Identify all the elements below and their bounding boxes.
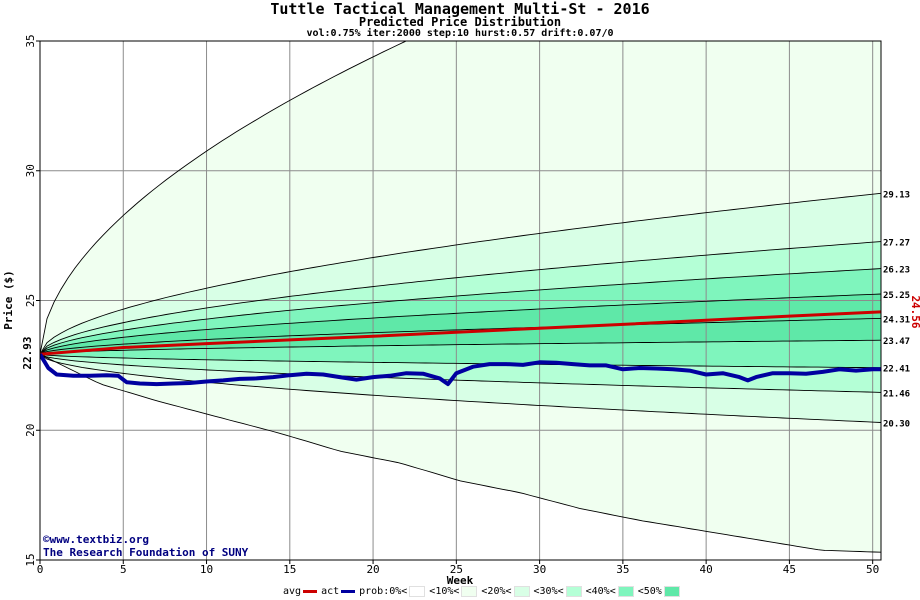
- percentile-line: [40, 339, 881, 355]
- percentile-line: [40, 268, 881, 355]
- probability-band: [40, 354, 881, 423]
- percentile-line: [40, 353, 881, 423]
- copyright-line-1: ©www.textbiz.org: [43, 533, 149, 546]
- x-tick-label: 35: [616, 563, 629, 576]
- series-lines: [40, 310, 881, 387]
- percentile-end-label: 22.41: [883, 365, 910, 375]
- simulation-params: vol:0.75% iter:2000 step:10 hurst:0.57 d…: [306, 28, 614, 39]
- x-axis-ticks: 0 5 10 15 20 25 30 35 40 45 50: [37, 560, 879, 576]
- percentile-line: [40, 353, 881, 369]
- legend-item: <20%<: [481, 586, 530, 597]
- percentile-end-label: 29.13: [883, 190, 910, 200]
- legend-label: <10%<: [429, 586, 460, 597]
- avg-series-line: [40, 310, 881, 356]
- percentile-end-label: 26.23: [883, 266, 910, 276]
- x-tick-label: 45: [783, 563, 796, 576]
- y-tick-label: 35: [24, 34, 37, 47]
- percentile-line: [40, 293, 881, 355]
- percentile-end-label: 21.46: [883, 389, 910, 399]
- percentile-line: [40, 317, 881, 355]
- legend-item: <30%<: [534, 586, 582, 597]
- legend: avg act prob:0%< <10%< <20%< <30%< <40%< <50%: [283, 586, 684, 597]
- percentile-end-label: 24.31: [883, 315, 910, 325]
- start-price-label: 22.93: [21, 336, 34, 369]
- legend-color-swatch: [513, 586, 530, 597]
- legend-item: <10%<: [429, 586, 478, 597]
- probability-band: [40, 268, 881, 355]
- percentile-end-label: 27.27: [883, 239, 910, 249]
- legend-label: prob:0%<: [359, 586, 408, 597]
- legend-label: <30%<: [533, 586, 564, 597]
- x-axis-label: Week: [447, 574, 474, 587]
- x-tick-label: 50: [866, 563, 879, 576]
- legend-label: <40%<: [585, 586, 616, 597]
- y-tick-label: 30: [24, 164, 37, 177]
- percentile-end-labels: 20.30 21.46 22.41 23.47 24.31 25.25 26.23 27.27…: [883, 190, 910, 429]
- y-tick-label: 15: [24, 553, 37, 566]
- percentile-lines: [40, 41, 881, 553]
- percentile-end-label: 20.30: [883, 419, 910, 429]
- x-tick-label: 25: [450, 563, 463, 576]
- percentile-end-label: 23.47: [883, 337, 910, 347]
- x-tick-label: 15: [283, 563, 296, 576]
- percentile-line: [40, 241, 881, 355]
- probability-band: [40, 354, 881, 553]
- y-axis-ticks: 15 20 25 30 35: [24, 34, 40, 567]
- act-series-line: [40, 353, 881, 387]
- copyright-notice: ©www.textbiz.org The Research Foundation…: [43, 533, 248, 559]
- legend-label: <20%<: [481, 586, 512, 597]
- probability-band: [40, 340, 881, 368]
- y-tick-label: 25: [24, 294, 37, 307]
- legend-line-swatch: [341, 590, 356, 593]
- legend-item: avg: [283, 586, 318, 597]
- legend-item: prob:0%<: [359, 586, 426, 597]
- legend-color-swatch: [409, 586, 426, 597]
- legend-item: <40%<: [586, 586, 634, 597]
- x-tick-label: 0: [37, 563, 44, 576]
- chart-subtitle: Predicted Price Distribution: [358, 15, 562, 29]
- probability-band: [40, 193, 881, 355]
- copyright-line-2: The Research Foundation of SUNY: [43, 546, 249, 559]
- x-tick-label: 30: [533, 563, 546, 576]
- y-axis-label: Price ($): [2, 270, 15, 330]
- probability-band: [40, 294, 881, 355]
- percentile-end-label: 25.25: [883, 291, 910, 301]
- avg-end-price-label: 24.56: [909, 295, 920, 328]
- legend-color-swatch: [461, 586, 478, 597]
- legend-item: <50%: [638, 586, 680, 597]
- legend-color-swatch: [565, 586, 582, 597]
- percentile-line: [40, 41, 408, 355]
- legend-color-swatch: [617, 586, 634, 597]
- x-tick-label: 10: [200, 563, 213, 576]
- chart-title: Tuttle Tactical Management Multi-St - 20…: [270, 0, 650, 18]
- percentile-line: [40, 353, 881, 553]
- legend-item: act: [321, 586, 356, 597]
- legend-line-swatch: [303, 590, 318, 593]
- probability-band: [40, 318, 881, 355]
- probability-bands: [40, 41, 881, 553]
- legend-label: act: [321, 586, 340, 597]
- y-tick-label: 20: [24, 424, 37, 437]
- probability-band: [40, 241, 881, 355]
- percentile-line: [40, 192, 881, 355]
- x-tick-label: 40: [700, 563, 713, 576]
- legend-label: avg: [283, 586, 302, 597]
- legend-color-swatch: [663, 586, 680, 597]
- x-tick-label: 5: [120, 563, 127, 576]
- x-tick-label: 20: [366, 563, 379, 576]
- probability-band: [40, 41, 881, 355]
- legend-label: <50%: [637, 586, 662, 597]
- percentile-line: [40, 353, 881, 393]
